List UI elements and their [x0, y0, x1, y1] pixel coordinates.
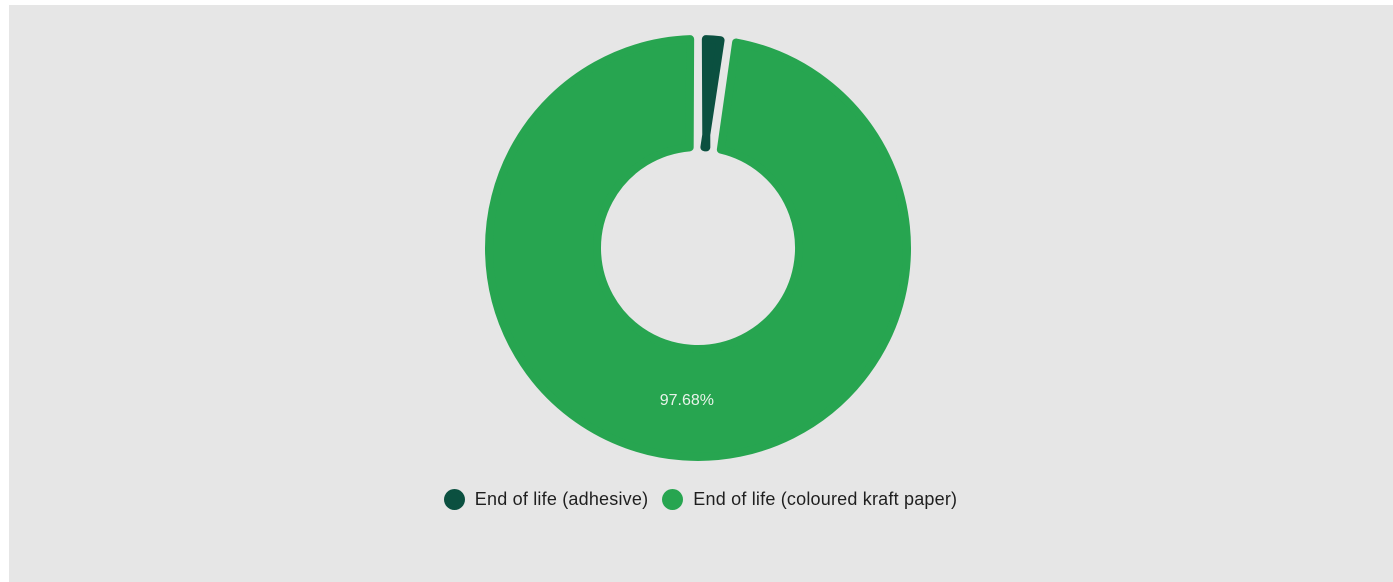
chart-panel — [9, 5, 1393, 582]
legend-swatch-adhesive — [443, 488, 465, 510]
legend-item-adhesive[interactable]: End of life (adhesive) — [443, 488, 649, 510]
legend-label-adhesive: End of life (adhesive) — [474, 488, 649, 509]
chart-legend: End of life (adhesive) End of life (colo… — [0, 485, 1393, 513]
slice-adhesive[interactable] — [700, 35, 725, 152]
legend-item-kraft-paper[interactable]: End of life (coloured kraft paper) — [662, 488, 958, 510]
slice-kraft-paper[interactable] — [485, 35, 911, 461]
legend-label-kraft-paper: End of life (coloured kraft paper) — [693, 488, 958, 509]
slice-value-label: 97.68% — [660, 392, 714, 409]
legend-swatch-kraft-paper — [662, 488, 684, 510]
